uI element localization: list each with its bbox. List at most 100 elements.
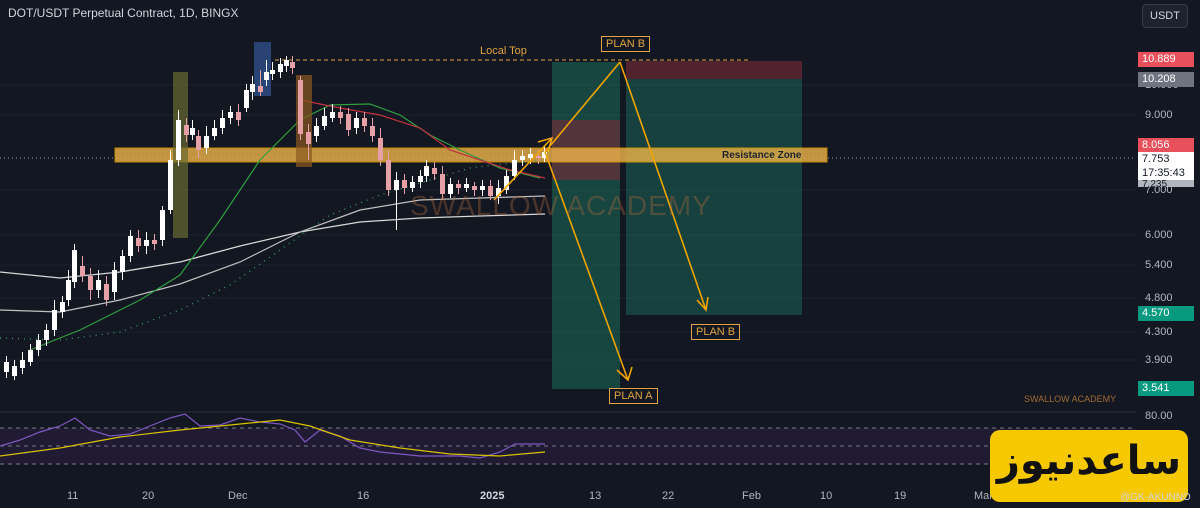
price-tick: 6.000	[1145, 229, 1173, 241]
candle-body	[496, 188, 501, 196]
plan-a-tag: PLAN A	[609, 388, 658, 404]
candle-body	[184, 125, 189, 135]
rsi-line	[0, 413, 545, 459]
candle-body	[112, 270, 117, 292]
candle-body	[456, 184, 461, 188]
candle-body	[402, 180, 407, 188]
candle-body	[176, 120, 181, 160]
candle-body	[512, 160, 517, 176]
current-price: 7.753	[1142, 153, 1170, 165]
candle-body	[290, 62, 295, 68]
candle-body	[144, 240, 149, 246]
price-badge-8056: 8.056	[1138, 138, 1194, 153]
candle-body	[306, 132, 311, 144]
candle-body	[152, 240, 157, 244]
currency-button[interactable]: USDT	[1142, 4, 1188, 28]
candle-body	[528, 154, 533, 158]
candle-body	[448, 184, 453, 194]
candle-body	[542, 152, 547, 158]
candle-body	[424, 166, 429, 176]
candle-body	[330, 112, 335, 118]
candle-body	[418, 176, 423, 182]
candles	[4, 56, 547, 380]
candle-body	[168, 160, 173, 210]
countdown: 17:35:43	[1142, 167, 1185, 179]
candle-body	[60, 302, 65, 312]
candle-body	[104, 284, 109, 300]
candle-body	[410, 182, 415, 188]
logo-sub-text: @GK-AKUNNO	[1120, 492, 1191, 503]
candle-body	[338, 112, 343, 118]
candle-body	[36, 340, 41, 350]
candle-body	[314, 126, 319, 136]
candle-body	[52, 310, 57, 330]
candle-body	[362, 118, 367, 126]
resistance-zone-label: Resistance Zone	[722, 150, 802, 161]
price-tick: 7.000	[1145, 184, 1173, 196]
candle-body	[278, 64, 283, 72]
candle-body	[504, 176, 509, 190]
candle-body	[28, 350, 33, 362]
candle-body	[160, 210, 165, 240]
candle-body	[66, 280, 71, 300]
price-tick: 9.000	[1145, 109, 1173, 121]
candle-body	[284, 60, 289, 66]
rsi-tick: 80.00	[1145, 410, 1173, 422]
date-tick: 16	[357, 490, 370, 502]
date-tick: Feb	[742, 490, 761, 502]
candle-body	[228, 112, 233, 118]
price-badge-3541: 3.541	[1138, 381, 1194, 396]
date-tick: 20	[142, 490, 155, 502]
price-tick: 3.900	[1145, 354, 1173, 366]
candle-body	[20, 360, 25, 368]
local-top-label: Local Top	[480, 45, 527, 57]
candle-body	[394, 180, 399, 190]
candle-body	[298, 80, 303, 134]
candle-body	[270, 70, 275, 74]
candle-body	[244, 90, 249, 108]
saadnews-logo: ساعدنیوز	[990, 430, 1188, 502]
candle-body	[204, 136, 209, 148]
date-tick: Mar	[974, 490, 993, 502]
candle-body	[370, 126, 375, 136]
candle-body	[464, 184, 469, 188]
candle-body	[136, 238, 141, 246]
date-tick: 11	[67, 490, 79, 502]
price-tick: 5.400	[1145, 259, 1173, 271]
plan-b-target-box	[626, 79, 802, 315]
ma-green	[29, 103, 541, 351]
plan-b-top-tag: PLAN B	[601, 36, 651, 52]
candle-body	[440, 174, 445, 194]
price-badge-partial: 7.235	[1138, 180, 1194, 187]
price-badge-4570: 4.570	[1138, 306, 1194, 321]
candle-body	[88, 276, 93, 290]
candle-body	[190, 128, 195, 135]
candle-body	[72, 250, 77, 282]
candle-body	[196, 136, 201, 150]
candle-body	[488, 186, 493, 196]
candle-body	[236, 112, 241, 120]
candle-body	[44, 330, 49, 340]
candle-body	[264, 72, 269, 80]
candle-body	[354, 118, 359, 128]
candle-body	[386, 160, 391, 190]
candle-body	[432, 168, 437, 174]
ma-white-2	[0, 195, 546, 313]
candle-body	[346, 114, 351, 130]
candle-body	[536, 156, 541, 158]
date-tick: 19	[894, 490, 907, 502]
price-badge-10889: 10.889	[1138, 52, 1194, 67]
logo-text: ساعدنیوز	[996, 438, 1182, 484]
candle-body	[12, 366, 17, 376]
current-price-badge: 7.753 17:35:43	[1138, 152, 1194, 180]
candle-body	[472, 186, 477, 190]
date-tick: 13	[589, 490, 602, 502]
price-tick: 4.300	[1145, 326, 1173, 338]
candle-body	[96, 280, 101, 290]
watermark: SWALLOW ACADEMY	[410, 190, 712, 221]
price-tick: 4.800	[1145, 292, 1173, 304]
candle-body	[220, 118, 225, 128]
plan-arrows	[493, 61, 709, 382]
ma-dotted	[0, 159, 546, 341]
